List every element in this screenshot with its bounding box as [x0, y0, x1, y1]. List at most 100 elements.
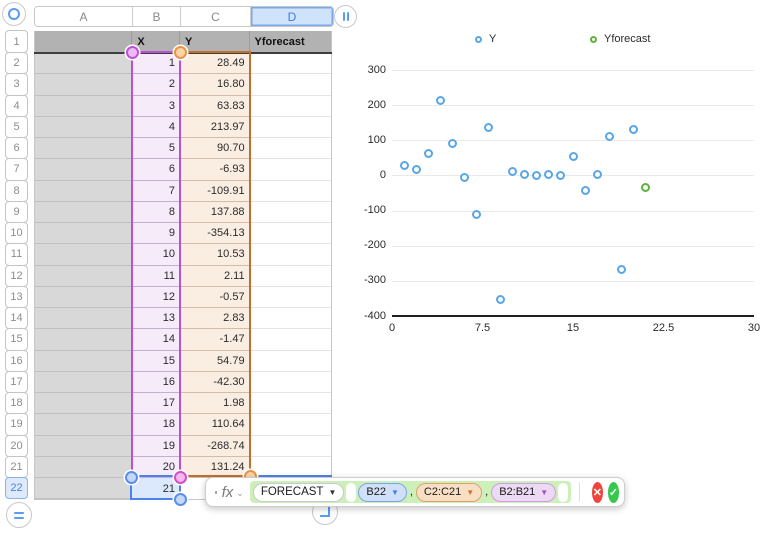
cell-B3[interactable]: 2: [132, 74, 181, 96]
cell-B17[interactable]: 16: [132, 371, 181, 393]
column-header-B[interactable]: B: [133, 7, 181, 26]
cell-A15[interactable]: [35, 329, 133, 351]
cell-A11[interactable]: [35, 244, 133, 266]
column-header-D[interactable]: D: [251, 7, 333, 26]
cell-C19[interactable]: 110.64: [180, 414, 250, 436]
cell-A19[interactable]: [35, 414, 133, 436]
cell-D15[interactable]: [249, 329, 331, 351]
argument-token-B2:B21[interactable]: B2:B21 ▼: [491, 482, 557, 502]
cell-C13[interactable]: -0.57: [180, 286, 250, 308]
cell-B21[interactable]: 20: [132, 456, 181, 478]
cell-C6[interactable]: 90.70: [180, 138, 250, 160]
row-header-20[interactable]: 20: [5, 434, 28, 457]
cell-B7[interactable]: 6: [132, 159, 181, 181]
cell-B16[interactable]: 15: [132, 350, 181, 372]
header-cell-Yforecast[interactable]: Yforecast: [249, 31, 331, 53]
column-header-C[interactable]: C: [181, 7, 251, 26]
cell-B20[interactable]: 19: [132, 435, 181, 457]
cell-handle-bottom-right[interactable]: [174, 493, 187, 506]
add-row-handle[interactable]: [6, 502, 32, 528]
cell-C14[interactable]: 2.83: [180, 308, 250, 330]
row-header-5[interactable]: 5: [5, 115, 28, 138]
row-header-15[interactable]: 15: [5, 328, 28, 351]
add-column-handle[interactable]: [334, 5, 357, 28]
cell-C3[interactable]: 16.80: [180, 74, 250, 96]
cell-A16[interactable]: [35, 350, 133, 372]
cell-A10[interactable]: [35, 223, 133, 245]
row-header-14[interactable]: 14: [5, 307, 28, 330]
row-header-4[interactable]: 4: [5, 94, 28, 117]
cell-C4[interactable]: 63.83: [180, 95, 250, 117]
row-header-8[interactable]: 8: [5, 179, 28, 202]
cell-A4[interactable]: [35, 95, 133, 117]
cell-A21[interactable]: [35, 456, 133, 478]
row-header-3[interactable]: 3: [5, 73, 28, 96]
header-cell-Y[interactable]: Y: [180, 31, 250, 53]
cell-A12[interactable]: [35, 265, 133, 287]
cell-D6[interactable]: [249, 138, 331, 160]
cell-A7[interactable]: [35, 159, 133, 181]
cell-D10[interactable]: [249, 223, 331, 245]
cell-C21[interactable]: 131.24: [180, 456, 250, 478]
row-header-17[interactable]: 17: [5, 370, 28, 393]
row-header-18[interactable]: 18: [5, 392, 28, 415]
cell-A13[interactable]: [35, 286, 133, 308]
cell-A22[interactable]: [35, 478, 133, 500]
cell-B9[interactable]: 8: [132, 201, 181, 223]
cell-A14[interactable]: [35, 308, 133, 330]
row-header-13[interactable]: 13: [5, 285, 28, 308]
row-header-19[interactable]: 19: [5, 413, 28, 436]
legend-item-Yforecast[interactable]: Yforecast: [590, 33, 650, 45]
cell-B12[interactable]: 11: [132, 265, 181, 287]
cell-B4[interactable]: 3: [132, 95, 181, 117]
cell-A8[interactable]: [35, 180, 133, 202]
cell-B8[interactable]: 7: [132, 180, 181, 202]
argument-token-C2:C21[interactable]: C2:C21 ▼: [415, 482, 483, 502]
cell-D18[interactable]: [249, 393, 331, 415]
cell-A2[interactable]: [35, 53, 133, 75]
cell-D2[interactable]: [249, 53, 331, 75]
argument-token-B22[interactable]: B22 ▼: [358, 482, 407, 502]
row-header-2[interactable]: 2: [5, 52, 28, 75]
cell-C5[interactable]: 213.97: [180, 116, 250, 138]
cell-C16[interactable]: 54.79: [180, 350, 250, 372]
cell-C7[interactable]: -6.93: [180, 159, 250, 181]
cell-D11[interactable]: [249, 244, 331, 266]
header-cell-X[interactable]: X: [132, 31, 181, 53]
cell-C2[interactable]: 28.49: [180, 53, 250, 75]
row-header-11[interactable]: 11: [5, 243, 28, 266]
row-header-9[interactable]: 9: [5, 200, 28, 223]
cell-B6[interactable]: 5: [132, 138, 181, 160]
cell-A5[interactable]: [35, 116, 133, 138]
cell-C11[interactable]: 10.53: [180, 244, 250, 266]
row-header-22[interactable]: 22: [5, 477, 28, 500]
cell-C17[interactable]: -42.30: [180, 371, 250, 393]
accept-formula-button[interactable]: ✓: [607, 481, 619, 503]
header-cell-A[interactable]: [35, 31, 133, 53]
function-token[interactable]: FORECAST ▼: [252, 482, 345, 502]
cell-C9[interactable]: 137.88: [180, 201, 250, 223]
range-handle-purple-top[interactable]: [126, 46, 139, 59]
cell-D5[interactable]: [249, 116, 331, 138]
cell-D14[interactable]: [249, 308, 331, 330]
cell-A20[interactable]: [35, 435, 133, 457]
cell-D20[interactable]: [249, 435, 331, 457]
cell-C18[interactable]: 1.98: [180, 393, 250, 415]
cell-A6[interactable]: [35, 138, 133, 160]
cell-C10[interactable]: -354.13: [180, 223, 250, 245]
range-handle-purple-bottom[interactable]: [174, 471, 187, 484]
cell-B22[interactable]: 21: [132, 478, 181, 500]
cell-A18[interactable]: [35, 393, 133, 415]
cell-C8[interactable]: -109.91: [180, 180, 250, 202]
cell-D8[interactable]: [249, 180, 331, 202]
cell-A3[interactable]: [35, 74, 133, 96]
cell-D4[interactable]: [249, 95, 331, 117]
cell-B19[interactable]: 18: [132, 414, 181, 436]
row-header-6[interactable]: 6: [5, 137, 28, 160]
cell-B15[interactable]: 14: [132, 329, 181, 351]
cell-B18[interactable]: 17: [132, 393, 181, 415]
cell-D3[interactable]: [249, 74, 331, 96]
cell-D19[interactable]: [249, 414, 331, 436]
cell-D17[interactable]: [249, 371, 331, 393]
fx-chevron-icon[interactable]: ⌄: [236, 488, 244, 498]
